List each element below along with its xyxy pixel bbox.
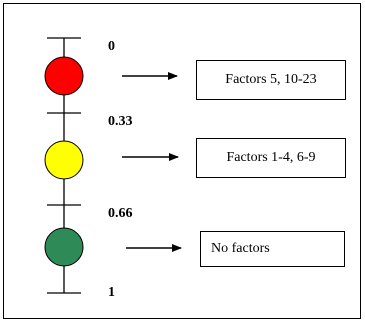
tick-label-066: 0.66: [108, 206, 133, 221]
green-level-label-box: No factors: [200, 231, 345, 267]
yellow-level-label-box: Factors 1-4, 6-9: [196, 138, 346, 178]
yellow-level-circle: [44, 140, 84, 180]
tick-label-0: 0: [108, 39, 115, 54]
tick-label-033: 0.33: [108, 114, 133, 129]
green-level-circle: [44, 227, 84, 267]
tick-label-1: 1: [108, 285, 115, 300]
red-level-circle: [44, 56, 84, 96]
red-level-label-box: Factors 5, 10-23: [196, 60, 346, 100]
